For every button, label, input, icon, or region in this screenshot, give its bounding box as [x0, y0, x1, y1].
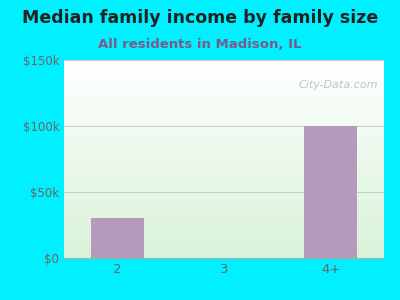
Text: City-Data.com: City-Data.com: [298, 80, 378, 90]
Bar: [91, 218, 144, 258]
Text: All residents in Madison, IL: All residents in Madison, IL: [98, 38, 302, 50]
Bar: [304, 126, 357, 258]
Text: Median family income by family size: Median family income by family size: [22, 9, 378, 27]
